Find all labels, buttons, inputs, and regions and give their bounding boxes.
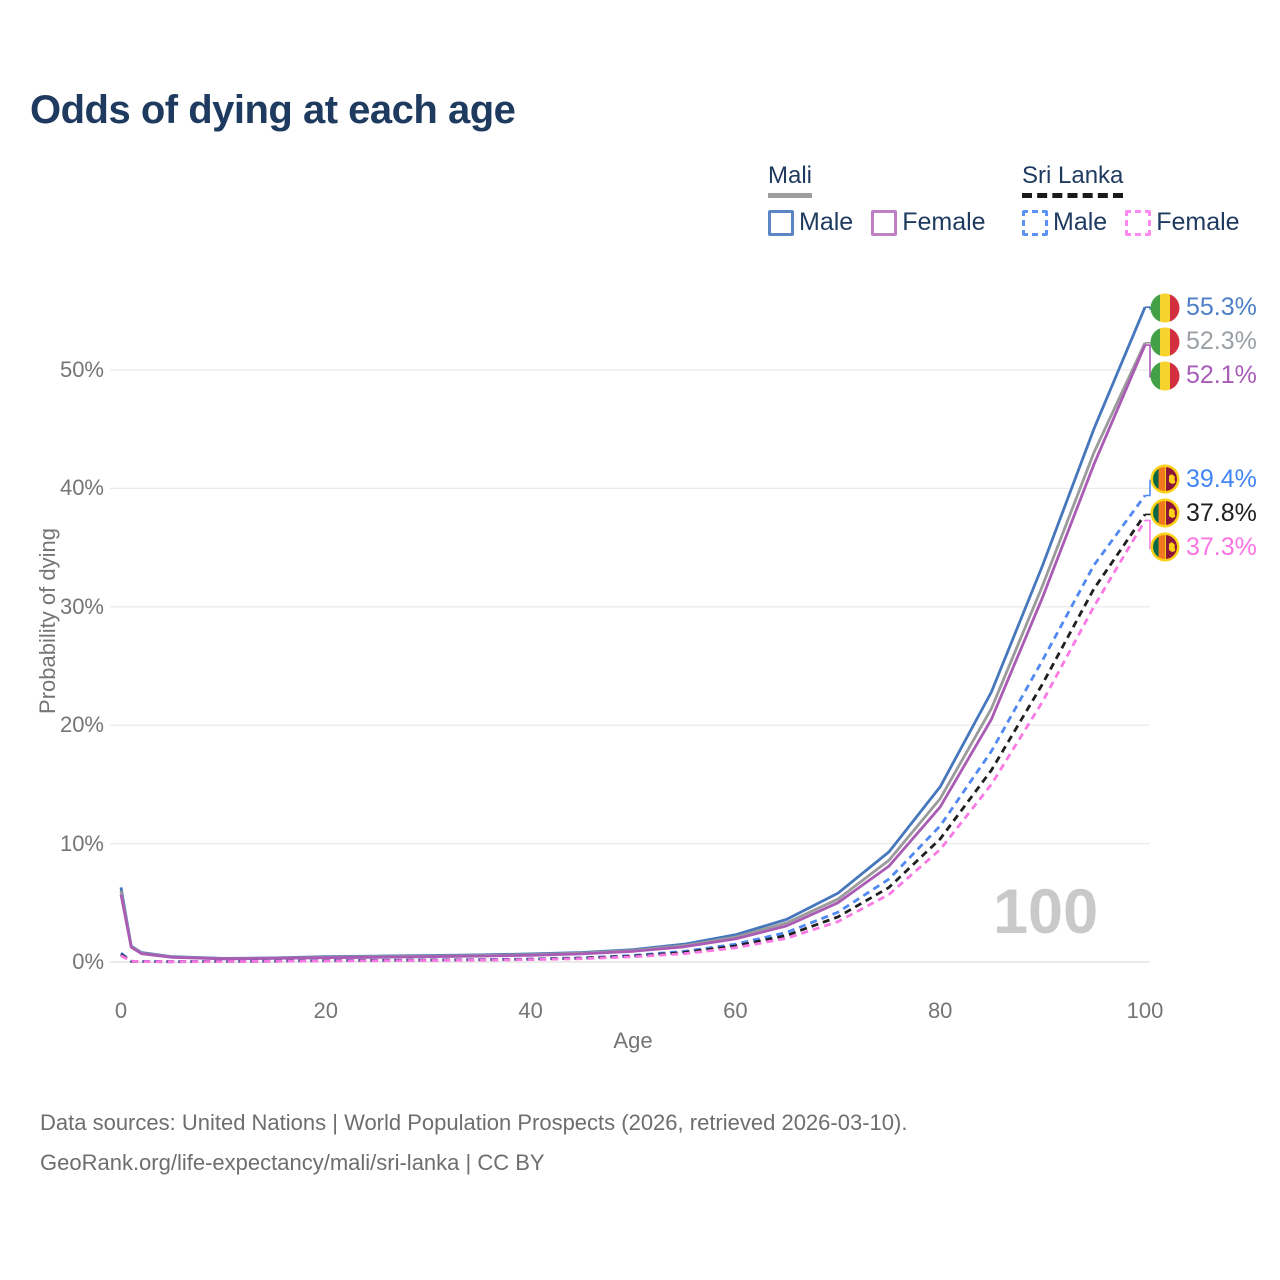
y-tick-label: 10% [59, 830, 104, 856]
legend-label: Female [902, 208, 986, 236]
end-label-mali-both-sexes: 52.3% [1150, 327, 1257, 357]
mali-male-swatch-icon [768, 209, 794, 236]
y-axis-title: Probability of dying [35, 528, 60, 714]
page-title: Odds of dying at each age [30, 88, 516, 132]
end-label-value: 37.8% [1186, 498, 1257, 527]
mali-female-swatch-icon [871, 209, 898, 236]
end-label-sri-lanka-male: 39.4% [1150, 464, 1257, 494]
sri-lanka-male-swatch-icon [1022, 209, 1048, 236]
x-tick-label: 20 [313, 998, 339, 1023]
legend-item-sri-lanka-male[interactable]: Male [1022, 208, 1107, 237]
footer-data-sources: Data sources: United Nations | World Pop… [40, 1110, 908, 1135]
x-tick-label: 40 [518, 998, 543, 1023]
end-label-value: 55.3% [1186, 293, 1257, 322]
y-tick-label: 30% [59, 593, 104, 619]
sri-lanka-female-swatch-icon [1125, 209, 1152, 236]
x-tick-label: 80 [927, 998, 953, 1023]
end-label-mali-male: 55.3% [1150, 293, 1257, 323]
legend-item-mali-female[interactable]: Female [871, 208, 986, 237]
x-tick-label: 60 [723, 998, 748, 1023]
end-label-value: 39.4% [1186, 464, 1257, 493]
series-line-mali-female [119, 344, 1147, 961]
legend-item-sri-lanka-female[interactable]: Female [1125, 208, 1240, 237]
end-label-value: 37.3% [1186, 532, 1257, 561]
y-tick-label: 50% [59, 357, 104, 382]
series-line-sri-lanka-both-sexes [120, 513, 1147, 964]
end-label-sri-lanka-female: 37.3% [1150, 532, 1257, 562]
legend-header-mali: Mali [768, 162, 813, 198]
hovered-age-watermark: 100 [993, 877, 1099, 947]
series-line-sri-lanka-female [120, 519, 1147, 964]
end-label-value: 52.3% [1186, 327, 1257, 356]
sri-lanka-flag-icon [1150, 498, 1180, 528]
x-axis-title: Age [613, 1028, 653, 1053]
sri-lanka-flag-icon [1150, 464, 1180, 494]
mali-flag-icon [1150, 327, 1180, 357]
series-line-sri-lanka-male [120, 494, 1147, 963]
end-label-sri-lanka-both-sexes: 37.8% [1150, 498, 1257, 528]
mali-flag-icon [1150, 361, 1180, 391]
legend-group-mali: Mali Male Female [768, 162, 986, 237]
legend-label: Male [1053, 208, 1108, 236]
footer-attribution-link: GeoRank.org/life-expectancy/mali/sri-lan… [40, 1150, 545, 1175]
series-line-mali-both-sexes [119, 342, 1147, 961]
legend-label: Female [1156, 208, 1240, 236]
y-tick-label: 0% [72, 949, 104, 974]
legend-header-sri-lanka: Sri Lanka [1022, 162, 1124, 198]
series-line-mali-male [119, 306, 1147, 960]
legend-item-mali-male[interactable]: Male [768, 208, 853, 237]
x-tick-label: 100 [1126, 998, 1164, 1023]
mali-flag-icon [1150, 293, 1180, 323]
end-label-mali-female: 52.1% [1150, 361, 1257, 391]
x-tick-label: 0 [114, 998, 128, 1023]
end-label-value: 52.1% [1186, 361, 1257, 390]
legend-label: Male [799, 208, 854, 236]
y-tick-label: 20% [59, 712, 104, 738]
legend-group-sri-lanka: Sri Lanka Male Female [1022, 162, 1240, 237]
y-tick-label: 40% [59, 475, 104, 501]
sri-lanka-flag-icon [1150, 532, 1180, 562]
